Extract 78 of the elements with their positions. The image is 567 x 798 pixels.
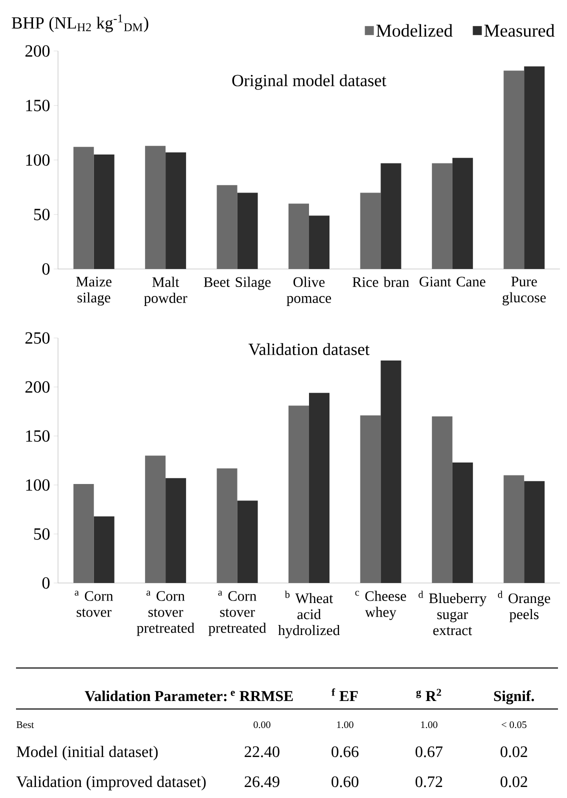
y-tick-label: 100 bbox=[26, 479, 50, 491]
bar bbox=[166, 152, 186, 269]
x-tick-label: $^{b}$ Wheat acid hydrolized bbox=[278, 590, 340, 638]
bar bbox=[504, 70, 524, 269]
y-tick-label: 200 bbox=[25, 45, 50, 57]
text: 0.72 bbox=[416, 776, 442, 788]
text: 0.02 bbox=[500, 776, 528, 788]
bar bbox=[380, 163, 402, 269]
chart-title: Validation dataset bbox=[248, 343, 370, 356]
bar bbox=[524, 481, 545, 583]
text: 0.66 bbox=[332, 746, 359, 758]
text: Original model dataset bbox=[232, 74, 386, 90]
x-tick-label: Beet Silage bbox=[204, 276, 271, 290]
bar bbox=[308, 392, 330, 583]
y-tick-label: 100 bbox=[26, 154, 50, 166]
bar bbox=[504, 475, 524, 583]
y-tick-label: 50 bbox=[34, 528, 50, 540]
y-tick-label: 50 bbox=[34, 208, 50, 220]
text: < 0.05 bbox=[502, 721, 526, 728]
bar bbox=[73, 484, 94, 583]
x-tick-label: $^{a}$ Corn stover bbox=[74, 590, 114, 617]
text: $^{g}$ R$^{2}$ bbox=[416, 688, 442, 701]
x-tick-label: $^{d}$ Blueberry sugar extract bbox=[418, 590, 487, 636]
bar bbox=[432, 416, 452, 583]
text: 1.00 bbox=[421, 721, 438, 728]
x-tick-label: Olive pomace bbox=[286, 276, 332, 306]
y-tick-label: 0 bbox=[42, 577, 50, 589]
bar bbox=[73, 146, 94, 269]
bar bbox=[145, 146, 166, 269]
bar bbox=[94, 516, 114, 583]
y-tick-label: 150 bbox=[26, 430, 50, 442]
y-tick-label: 0 bbox=[42, 263, 50, 275]
text: Model (initial dataset) bbox=[16, 746, 158, 760]
text: Validation Parameter: bbox=[84, 690, 226, 702]
bar bbox=[308, 216, 330, 269]
text: 1.00 bbox=[337, 721, 354, 728]
x-tick-label: $^{c}$ Cheese whey bbox=[355, 590, 406, 620]
x-tick-label: Maize silage bbox=[76, 276, 112, 306]
text: Signif. bbox=[494, 690, 534, 704]
bar bbox=[432, 163, 452, 269]
bar bbox=[360, 415, 381, 583]
text: 0.02 bbox=[500, 746, 528, 758]
bar bbox=[94, 154, 114, 269]
bar bbox=[237, 192, 258, 269]
bar bbox=[166, 478, 186, 583]
bar bbox=[360, 192, 381, 269]
text: 0.00 bbox=[254, 721, 270, 728]
x-tick-label: Malt powder bbox=[144, 276, 188, 306]
text: 22.40 bbox=[244, 746, 280, 758]
bar bbox=[380, 360, 402, 583]
bar bbox=[145, 456, 166, 583]
x-tick-label: Rice bran bbox=[352, 276, 410, 287]
text: Best bbox=[16, 721, 34, 728]
x-tick-label: Pure glucose bbox=[502, 276, 546, 306]
y-tick-label: 250 bbox=[25, 332, 50, 344]
bar bbox=[452, 462, 473, 583]
text: Validation (improved dataset) bbox=[16, 776, 206, 790]
bar bbox=[216, 185, 238, 269]
x-tick-label: $^{a}$ Corn stover pretreated bbox=[208, 590, 266, 636]
bar bbox=[216, 468, 238, 583]
bar bbox=[524, 66, 545, 269]
text: $^{e}$ RRMSE bbox=[230, 690, 293, 702]
legend-label: Measured bbox=[484, 24, 555, 37]
y-axis-title: BHP (NL$_{H2}$ kg$^{-1}$$_{DM}$) bbox=[12, 14, 148, 32]
text: 0.67 bbox=[416, 746, 443, 758]
text: $^{f}$ EF bbox=[332, 688, 358, 701]
y-tick-label: 200 bbox=[25, 381, 50, 393]
text: 0.60 bbox=[332, 776, 358, 788]
x-tick-label: Giant Cane bbox=[420, 276, 486, 287]
bar bbox=[288, 204, 309, 269]
y-tick-label: 150 bbox=[26, 100, 50, 112]
x-tick-label: $^{d}$ Orange peels bbox=[498, 590, 550, 622]
bar bbox=[288, 406, 309, 583]
text: 26.49 bbox=[244, 776, 280, 788]
x-tick-label: $^{a}$ Corn stover pretreated bbox=[136, 590, 194, 636]
legend-label: Modelized bbox=[376, 24, 453, 37]
bar bbox=[237, 500, 258, 583]
bar bbox=[452, 158, 473, 269]
